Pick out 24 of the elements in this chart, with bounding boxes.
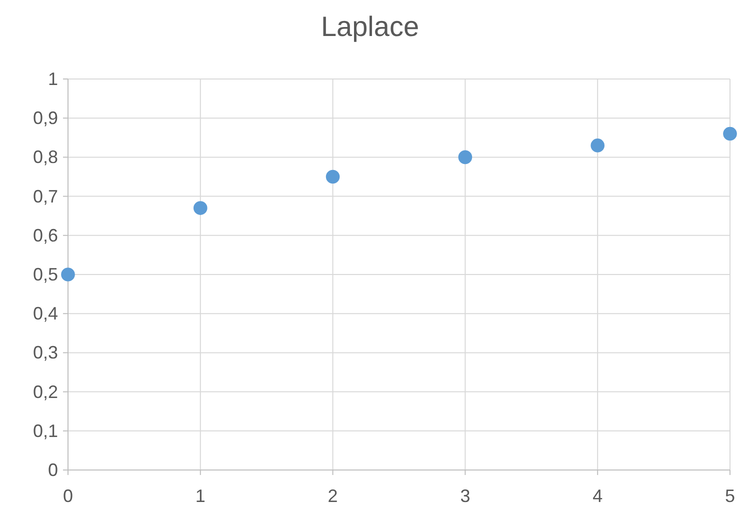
y-tick-label: 0,1 [32, 420, 58, 441]
y-tick-label: 0,2 [32, 382, 58, 402]
y-tick-label: 0,7 [32, 186, 58, 206]
x-tick-label: 1 [195, 486, 206, 506]
point [326, 170, 340, 184]
x-tick-label: 0 [62, 486, 74, 506]
point [61, 268, 75, 282]
point [458, 150, 472, 164]
y-tick-label: 0,9 [32, 108, 58, 128]
y-tick-label: 0,4 [32, 304, 58, 324]
y-tick-label: 0,8 [32, 147, 58, 168]
y-tick-label: 0,5 [32, 264, 58, 284]
x-tick-label: 5 [724, 486, 736, 506]
y-tick-label: 0,3 [32, 342, 58, 363]
y-tick-label: 1 [48, 69, 58, 89]
point [193, 201, 208, 215]
chart-title: Laplace [320, 11, 420, 42]
y-tick-label: 0 [48, 460, 58, 480]
point [723, 126, 737, 141]
x-tick-label: 2 [328, 486, 338, 506]
point [590, 138, 605, 152]
x-tick-label: 3 [460, 486, 470, 506]
x-tick-label: 4 [592, 486, 603, 506]
y-tick-label: 0,6 [32, 225, 58, 246]
